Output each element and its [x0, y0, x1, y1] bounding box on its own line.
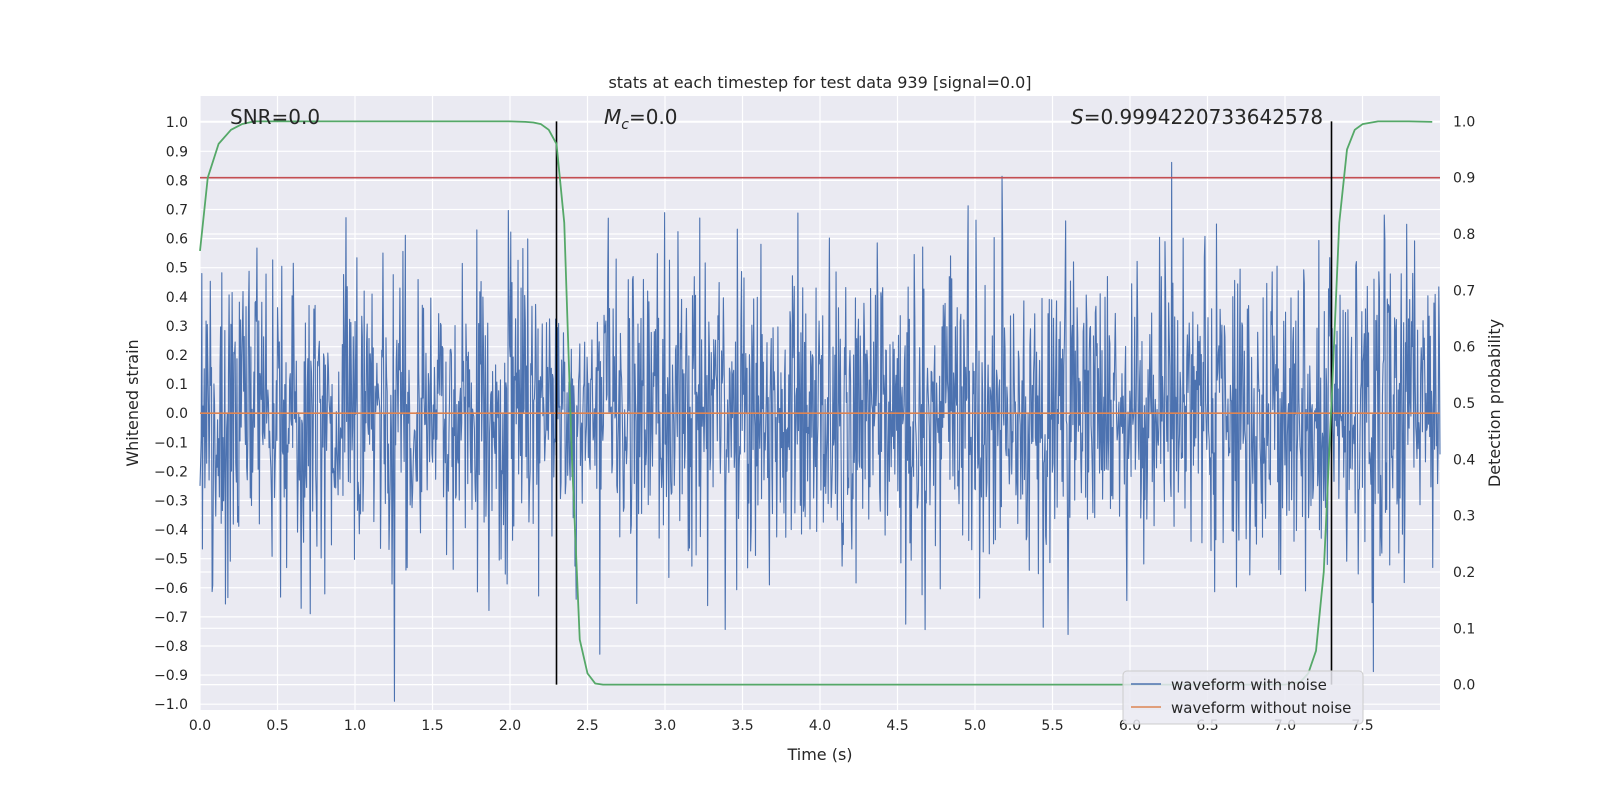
mc-value: =0.0: [629, 105, 678, 129]
score-annotation: S=0.9994220733642578: [1071, 105, 1323, 129]
y-tick-label: 0.7: [166, 202, 188, 218]
y2-tick-label: 1.0: [1453, 114, 1475, 130]
chirp-mass-annotation: Mc=0.0: [604, 105, 678, 133]
noisy-waveform-series: [199, 161, 1441, 702]
x-tick-label: 1.5: [421, 718, 443, 734]
x-tick-label: 5.0: [964, 718, 986, 734]
y-tick-label: 1.0: [166, 115, 188, 131]
y2-axis-label: Detection probability: [1485, 319, 1504, 487]
y-tick-label: 0.6: [166, 232, 188, 248]
y-tick-label: −1.0: [154, 697, 188, 713]
x-tick-label: 4.5: [886, 718, 908, 734]
y2-tick-label: 0.2: [1453, 565, 1475, 581]
x-tick-label: 2.0: [499, 718, 521, 734]
snr-annotation: SNR=0.0: [230, 105, 320, 129]
y2-tick-label: 0.7: [1453, 283, 1475, 299]
detection-probability-line: [199, 120, 1433, 686]
x-tick-label: 1.0: [344, 718, 366, 734]
s-symbol: S: [1071, 105, 1084, 129]
mc-subscript: c: [621, 117, 629, 133]
y2-tick-label: 0.1: [1453, 621, 1475, 637]
y-tick-label: −0.4: [154, 523, 188, 539]
x-tick-label: 0.5: [266, 718, 288, 734]
y-tick-label: 0.8: [166, 173, 188, 189]
x-tick-label: 5.5: [1041, 718, 1063, 734]
x-tick-label: 0.0: [189, 718, 211, 734]
y-tick-label: 0.1: [166, 377, 188, 393]
y-tick-label: 0.0: [166, 406, 188, 422]
y2-tick-label: 0.4: [1453, 452, 1475, 468]
y-tick-label: 0.9: [166, 144, 188, 160]
y2-tick-label: 0.8: [1453, 227, 1475, 243]
overlays: [199, 120, 1440, 686]
y2-tick-label: 0.9: [1453, 171, 1475, 187]
y2-tick-label: 0.3: [1453, 509, 1475, 525]
y-axis-label: Whitened strain: [123, 339, 142, 466]
y-tick-label: −0.8: [154, 639, 188, 655]
x-tick-label: 2.5: [576, 718, 598, 734]
y-tick-label: −0.7: [154, 610, 188, 626]
y2-tick-label: 0.6: [1453, 340, 1475, 356]
legend-box: [1122, 670, 1364, 725]
y-tick-label: −0.2: [154, 464, 188, 480]
chart-title: stats at each timestep for test data 939…: [608, 73, 1031, 92]
noisy-waveform-line: [199, 161, 1441, 702]
y-tick-label: −0.3: [154, 493, 188, 509]
x-axis-label: Time (s): [786, 745, 852, 764]
s-value: =0.9994220733642578: [1084, 105, 1323, 129]
y-tick-label: 0.3: [166, 319, 188, 335]
y-axis-ticks: 1.0 0.9 0.8 0.7 0.6 0.5 0.4 0.3 0.2 0.1 0.0 −0.1 −0.…: [154, 115, 188, 713]
x-tick-label: 3.0: [654, 718, 676, 734]
y-tick-label: 0.5: [166, 261, 188, 277]
y-tick-label: −0.5: [154, 552, 188, 568]
legend-label-noise: waveform with noise: [1171, 676, 1327, 694]
x-tick-label: 4.0: [809, 718, 831, 734]
y2-tick-label: 0.5: [1453, 396, 1475, 412]
legend-label-clean: waveform without noise: [1171, 699, 1351, 717]
y-tick-label: −0.1: [154, 435, 188, 451]
y-tick-label: −0.9: [154, 668, 188, 684]
y-tick-label: −0.6: [154, 581, 188, 597]
legend: waveform with noise waveform without noi…: [1122, 670, 1364, 725]
x-axis-ticks: 0.0 0.5 1.0 1.5 2.0 2.5 3.0 3.5 4.0 4.5 5.0 5.5 6.0 6…: [189, 718, 1374, 734]
mc-symbol: M: [604, 105, 621, 129]
y2-tick-label: 0.0: [1453, 678, 1475, 694]
y-tick-label: 0.2: [166, 348, 188, 364]
y2-axis-ticks: 1.0 0.9 0.8 0.7 0.6 0.5 0.4 0.3 0.2 0.1 0.0: [1453, 114, 1475, 693]
x-tick-label: 3.5: [731, 718, 753, 734]
y-tick-label: 0.4: [166, 290, 188, 306]
